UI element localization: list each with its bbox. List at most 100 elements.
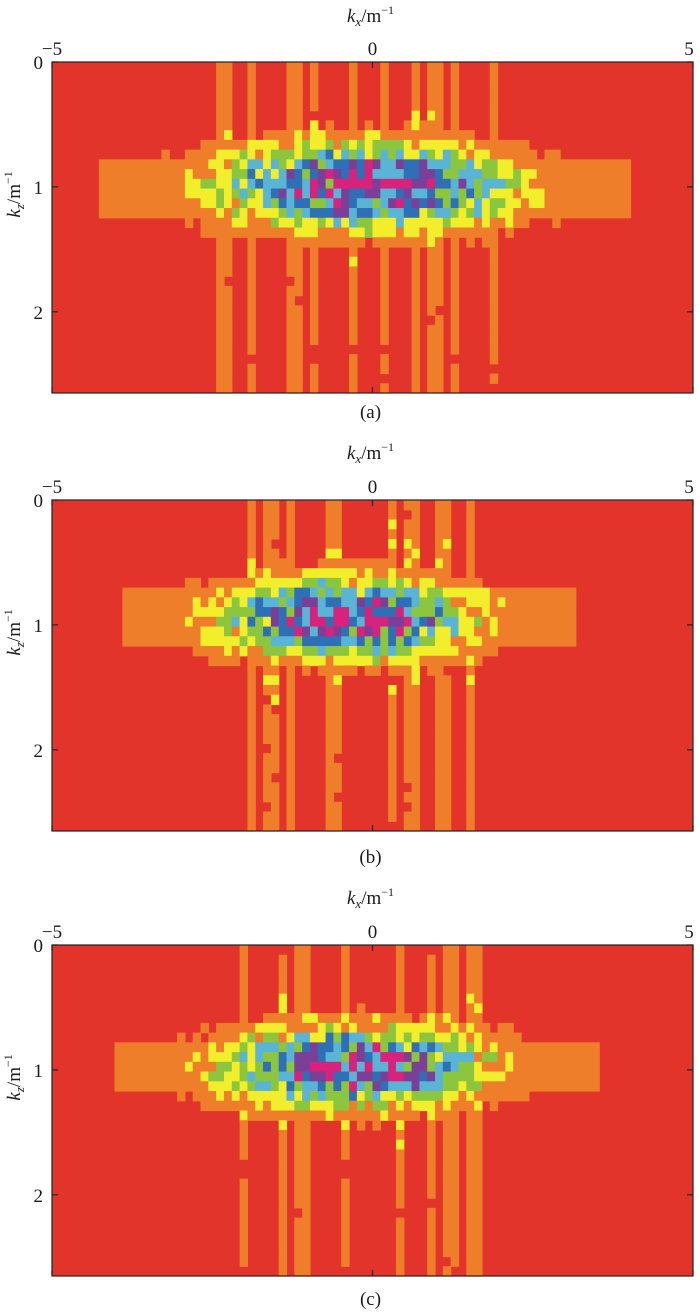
heatmap-cell [380, 1061, 389, 1073]
heatmap-cell [247, 71, 256, 83]
heatmap-cell [442, 529, 452, 540]
heatmap-cell [466, 1246, 475, 1258]
heatmap-cell [489, 1071, 499, 1082]
heatmap-cell [349, 305, 358, 316]
heatmap-cell [395, 178, 405, 190]
heatmap-cell [380, 295, 389, 306]
heatmap-cell [435, 373, 444, 384]
heatmap-cell [247, 694, 256, 706]
heatmap-cell [474, 954, 483, 966]
heatmap-cell [192, 188, 202, 199]
heatmap-cell [247, 188, 256, 199]
heatmap-cell [309, 71, 319, 83]
heatmap-cell [450, 276, 460, 287]
heatmap-cell [341, 1032, 350, 1043]
heatmap-cell [333, 762, 342, 774]
heatmap-cell [591, 159, 600, 170]
heatmap-cell [286, 1091, 295, 1102]
heatmap-cell [145, 188, 155, 199]
y-tick-label: 2 [34, 303, 44, 324]
heatmap-cell [325, 753, 335, 764]
heatmap-cell [247, 383, 256, 394]
heatmap-cell [317, 130, 327, 141]
heatmap-cell [263, 577, 272, 589]
heatmap-cell [294, 1149, 303, 1160]
heatmap-cell [380, 354, 389, 365]
heatmap-cell [395, 1139, 405, 1151]
heatmap-cell [356, 1042, 366, 1053]
heatmap-cell [458, 1071, 467, 1082]
heatmap-cell [575, 1071, 585, 1082]
heatmap-cell [302, 1081, 311, 1092]
heatmap-cell [200, 1071, 209, 1082]
heatmap-cell [263, 178, 272, 190]
heatmap-cell [427, 266, 436, 277]
heatmap-cell [505, 1042, 514, 1053]
heatmap-cell [435, 285, 444, 297]
heatmap-cell [419, 237, 428, 248]
heatmap-cell [364, 208, 374, 219]
heatmap-cell [364, 655, 374, 667]
heatmap-cell [435, 616, 444, 628]
heatmap-cell [278, 1207, 288, 1219]
heatmap-cell [263, 1081, 272, 1092]
heatmap-cell [403, 1091, 413, 1102]
heatmap-cell [286, 1022, 295, 1034]
heatmap-cell [263, 607, 272, 618]
heatmap-cell [286, 821, 295, 832]
heatmap-cell [474, 1129, 483, 1141]
heatmap-cell [161, 169, 170, 180]
heatmap-cell [137, 587, 147, 598]
heatmap-cell [294, 130, 303, 141]
heatmap-cell [270, 1042, 280, 1053]
heatmap-cell [216, 227, 225, 238]
heatmap-cell [302, 577, 311, 589]
heatmap-cell [364, 1071, 374, 1082]
heatmap-cell [521, 636, 530, 647]
heatmap-cell [333, 577, 342, 589]
heatmap-cell [567, 607, 577, 618]
heatmap-cell [380, 169, 389, 180]
heatmap-cell [411, 607, 421, 618]
heatmap-cell [489, 139, 499, 151]
heatmap-cell [583, 1081, 592, 1092]
heatmap-cell [177, 208, 186, 219]
heatmap-cell [380, 383, 389, 394]
heatmap-cell [380, 217, 389, 229]
heatmap-cell [239, 597, 249, 608]
heatmap-cell [474, 1149, 483, 1160]
heatmap-cell [395, 1266, 405, 1277]
heatmap-cell [325, 684, 335, 696]
heatmap-cell [528, 597, 538, 608]
heatmap-cell [497, 178, 506, 190]
heatmap-cell [247, 782, 256, 793]
heatmap-cell [294, 1061, 303, 1073]
heatmap-cell [270, 665, 280, 676]
heatmap-cell [161, 1081, 170, 1092]
heatmap-cell [474, 597, 483, 608]
heatmap-cell [255, 1032, 264, 1043]
heatmap-cell [98, 188, 108, 199]
heatmap-cell [497, 636, 506, 647]
heatmap-cell [395, 577, 405, 589]
heatmap-cell [411, 295, 421, 306]
heatmap-cells [52, 62, 693, 394]
heatmap-cell [356, 188, 366, 199]
heatmap-cell [450, 1052, 460, 1063]
heatmap-cell [560, 188, 569, 199]
heatmap-cell [395, 1188, 405, 1199]
heatmap-cell [513, 587, 522, 598]
heatmap-cell [184, 587, 194, 598]
heatmap-cell [450, 1246, 460, 1258]
x-tick-label: 0 [368, 39, 378, 60]
heatmap-cell [427, 1149, 436, 1160]
heatmap-cell [200, 188, 209, 199]
heatmap-cell [442, 509, 452, 521]
heatmap-cell [364, 568, 374, 579]
heatmap-cell [395, 665, 405, 676]
heatmap-cell [528, 178, 538, 190]
heatmap-cell [192, 646, 202, 657]
heatmap-cell [286, 694, 295, 706]
heatmap-cell [294, 616, 303, 628]
heatmap-cell [466, 753, 475, 764]
